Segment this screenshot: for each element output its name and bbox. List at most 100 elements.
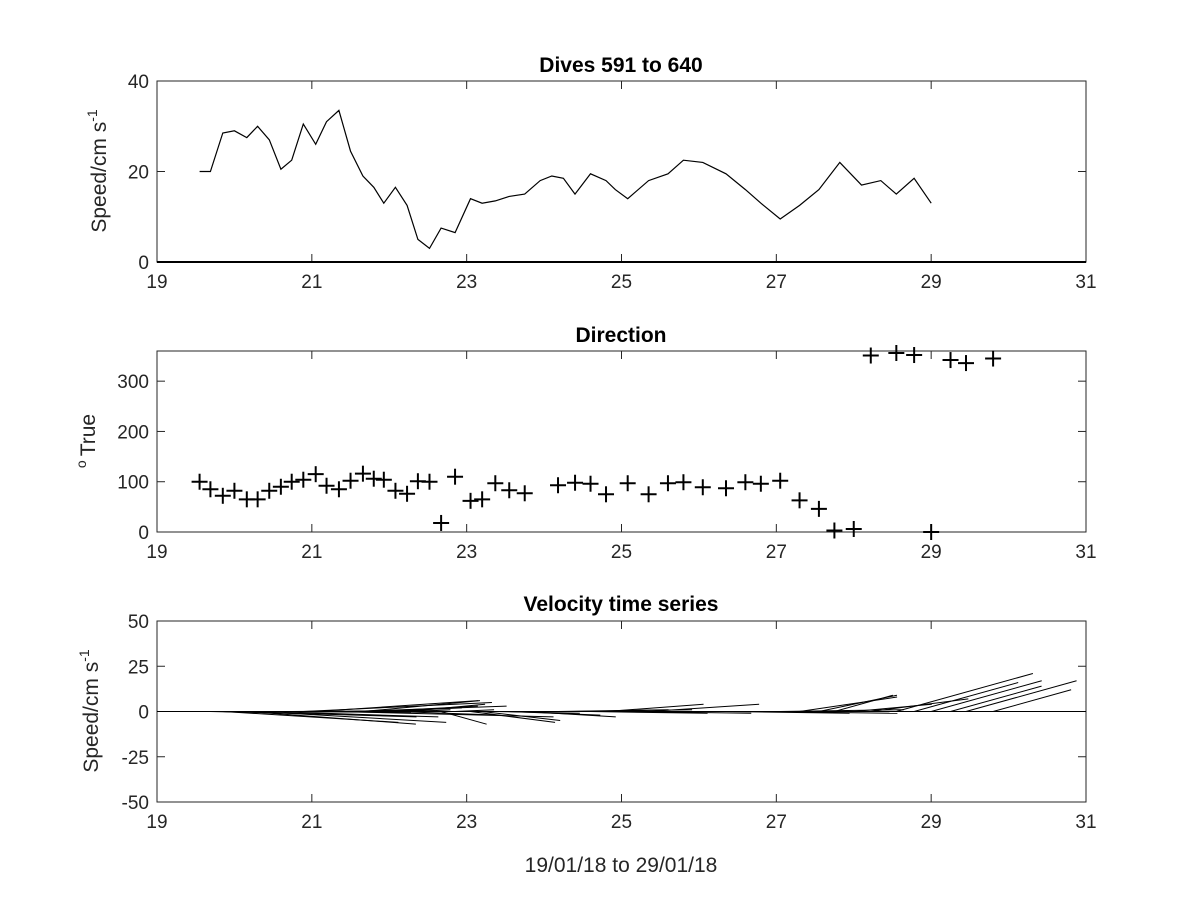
velocity-velocity-stick [590, 711, 708, 714]
velocity-velocity-stick [799, 696, 898, 712]
speed-axes: 19 21 23 25 27 29 31 0 20 40 [128, 72, 1097, 293]
direction-data-point [906, 347, 923, 364]
velocity-velocity-stick [470, 711, 556, 723]
velocity-velocity-stick [965, 680, 1077, 712]
speed-x-tick-label: 21 [301, 272, 322, 293]
speed-x-tick-label: 31 [1075, 272, 1096, 293]
direction-data-point [659, 475, 676, 492]
velocity-velocity-stick [524, 711, 616, 718]
speed-x-tick-label: 25 [611, 272, 632, 293]
velocity-x-axis-label: 19/01/18 to 29/01/18 [525, 854, 718, 877]
direction-data-point [862, 347, 879, 364]
velocity-y-tick-label: 50 [128, 612, 149, 633]
direction-data-point [202, 481, 219, 498]
direction-y-axis-label: o True [73, 414, 100, 468]
direction-data-point [772, 472, 789, 489]
velocity-x-tick-label: 31 [1075, 812, 1096, 833]
direction-data-point [487, 475, 504, 492]
direction-data-point [985, 350, 1002, 367]
speed-y-tick-label: 0 [138, 253, 149, 274]
direction-y-ticks: 0 100 200 300 [117, 372, 1086, 544]
direction-axes: 19 21 23 25 27 29 31 0 100 200 300 [117, 345, 1097, 563]
direction-data-marks [191, 345, 1002, 540]
direction-data-point [888, 345, 905, 362]
direction-data-point [191, 473, 208, 490]
direction-data-point [387, 482, 404, 499]
direction-data-point [375, 471, 392, 488]
velocity-velocity-stick [269, 711, 439, 718]
direction-data-point [433, 514, 450, 531]
speed-x-tick-label: 29 [921, 272, 942, 293]
direction-data-point [342, 472, 359, 489]
direction-y-tick-label: 100 [117, 473, 149, 494]
velocity-velocity-stick [440, 711, 487, 725]
speed-x-ticks: 19 21 23 25 27 29 31 [146, 81, 1097, 293]
direction-data-point [283, 473, 300, 490]
speed-y-axis-label: Speed/cm s-1 [84, 109, 111, 233]
direction-data-point [958, 355, 975, 372]
direction-y-tick-label: 0 [138, 523, 149, 544]
direction-data-point [516, 485, 533, 502]
speed-y-axis-label-text: Speed/cm s [88, 122, 111, 233]
direction-x-tick-label: 31 [1075, 542, 1096, 563]
direction-data-point [942, 352, 959, 369]
speed-plot-frame [156, 80, 1087, 263]
velocity-y-tick-label: -25 [122, 748, 149, 769]
direction-chart-title: Direction [575, 324, 666, 347]
speed-y-tick-label: 40 [128, 72, 149, 93]
velocity-x-tick-label: 25 [611, 812, 632, 833]
direction-y-axis-label-prefix: o [73, 460, 89, 468]
direction-x-tick-label: 21 [301, 542, 322, 563]
direction-data-point [619, 475, 636, 492]
velocity-velocity-stick [417, 709, 451, 712]
speed-y-tick-label: 20 [128, 163, 149, 184]
direction-data-point [365, 470, 382, 487]
direction-x-tick-label: 29 [921, 542, 942, 563]
velocity-y-axis-label: Speed/cm s-1 [76, 649, 103, 773]
direction-x-tick-label: 19 [146, 542, 167, 563]
direction-data-point [214, 487, 231, 504]
direction-data-point [675, 474, 692, 491]
direction-data-point [421, 473, 438, 490]
velocity-velocity-stick [931, 680, 1042, 712]
speed-y-ticks: 0 20 40 [128, 72, 1086, 274]
direction-data-point [810, 500, 827, 517]
velocity-y-tick-label: 25 [128, 657, 149, 678]
velocity-velocity-stick [407, 703, 486, 712]
velocity-x-tick-label: 29 [921, 812, 942, 833]
direction-y-axis-label-text: True [77, 414, 100, 456]
direction-x-tick-label: 23 [456, 542, 477, 563]
velocity-velocity-stick [834, 694, 894, 712]
direction-data-point [582, 475, 599, 492]
direction-data-point [501, 482, 518, 499]
speed-x-tick-label: 23 [456, 272, 477, 293]
direction-data-point [399, 485, 416, 502]
velocity-x-tick-label: 21 [301, 812, 322, 833]
direction-data-point [694, 479, 711, 496]
direction-data-point [550, 477, 567, 494]
direction-data-point [640, 486, 657, 503]
direction-y-tick-label: 200 [117, 422, 149, 443]
velocity-data-marks [157, 673, 1086, 725]
velocity-velocity-stick [246, 711, 416, 725]
direction-y-tick-label: 300 [117, 372, 149, 393]
direction-panel: Direction 19 21 23 25 27 29 31 0 100 200 300 o True [73, 324, 1097, 563]
direction-data-point [447, 468, 464, 485]
direction-data-point [226, 482, 243, 499]
velocity-y-ticks: -50 -25 0 25 50 [122, 612, 1086, 814]
direction-data-point [272, 478, 289, 495]
velocity-y-axis-label-superscript: -1 [76, 649, 92, 662]
velocity-velocity-stick [455, 709, 495, 712]
direction-x-ticks: 19 21 23 25 27 29 31 [146, 351, 1097, 563]
velocity-velocity-stick [482, 711, 561, 722]
velocity-y-tick-label: 0 [138, 703, 149, 724]
direction-data-point [307, 466, 324, 483]
direction-data-point [791, 492, 808, 509]
direction-data-point [598, 486, 615, 503]
velocity-x-ticks: 19 21 23 25 27 29 31 [146, 621, 1097, 833]
velocity-velocity-stick [914, 682, 1019, 712]
velocity-velocity-stick [362, 700, 481, 712]
velocity-axes: 19 21 23 25 27 29 31 -50 -25 0 25 50 [122, 612, 1097, 833]
velocity-velocity-stick [605, 703, 704, 712]
direction-x-tick-label: 27 [766, 542, 787, 563]
